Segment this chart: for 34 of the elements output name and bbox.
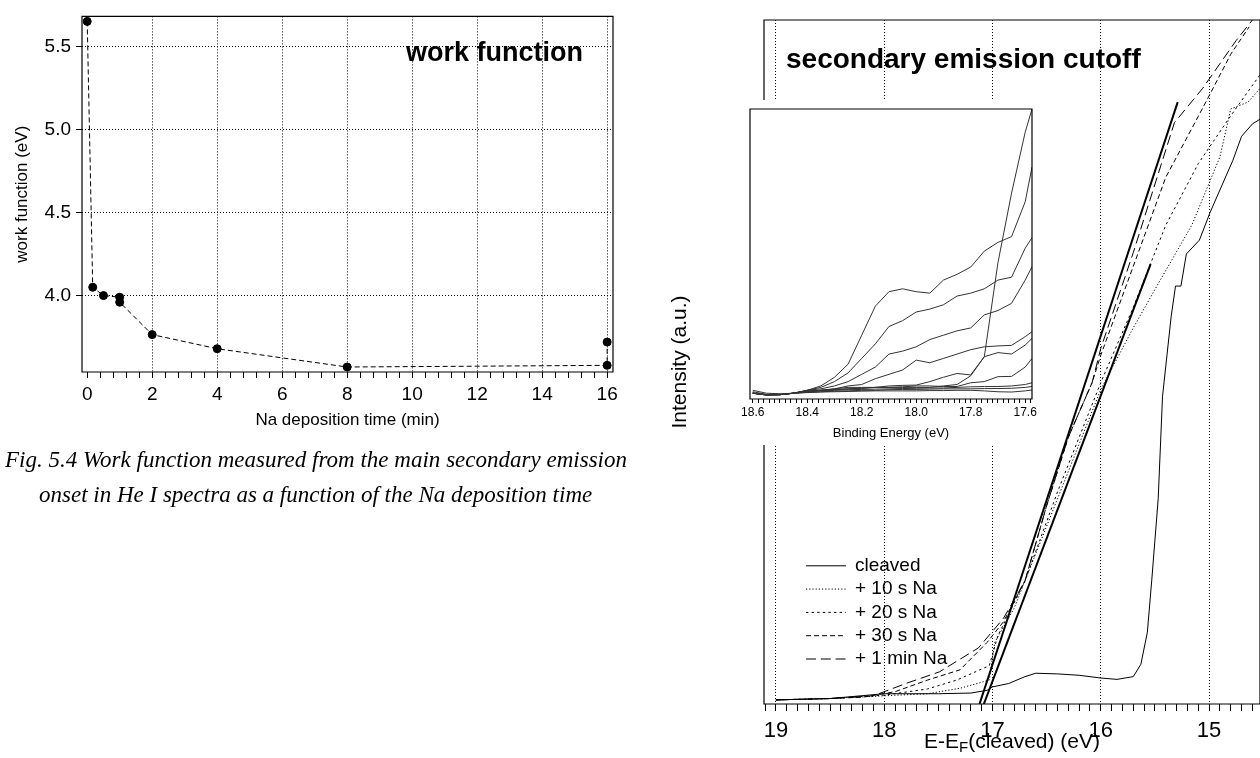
x-tick-label: 8	[341, 382, 353, 404]
y-tick-label: 4.0	[44, 283, 71, 305]
x-tick-label: 18.0	[904, 404, 929, 419]
legend-label: cleaved	[855, 554, 921, 576]
caption: Fig. 5.4 Work function measured from the main secondary emission onset in He I spectra as a function of the Na deposition time	[5, 446, 627, 509]
x-tick-label: 12	[466, 382, 488, 404]
x-tick-label: 16	[596, 382, 618, 404]
x-tick-label: 4	[211, 382, 223, 404]
text: work function	[405, 36, 583, 67]
x-tick-label: 18	[871, 717, 897, 743]
x-tick-label: 18.4	[795, 404, 820, 419]
x-tick-label: 2	[146, 382, 158, 404]
x-tick-label: 17.6	[1013, 404, 1038, 419]
text: secondary emission cutoff	[786, 42, 1142, 74]
x-tick-label: 10	[401, 382, 423, 404]
x-tick-label: 17.8	[959, 404, 983, 419]
x-tick-label: 18.6	[741, 404, 765, 419]
legend-label: + 20 s Na	[855, 600, 938, 622]
y-axis-title: Intensity (a.u.)	[666, 295, 690, 429]
x-tick-label: 15	[1196, 717, 1222, 743]
y-tick-label: 4.5	[44, 200, 71, 222]
x-tick-label: 18.2	[850, 404, 874, 419]
x-tick-label: 14	[531, 382, 554, 404]
legend-label: + 10 s Na	[855, 577, 938, 599]
legend-label: + 30 s Na	[855, 623, 938, 645]
y-tick-label: 5.0	[44, 117, 71, 139]
x-tick-label: 6	[276, 382, 288, 404]
x-tick-label: 0	[81, 382, 93, 404]
y-tick-label: 5.5	[44, 34, 71, 56]
x-tick-label: 19	[763, 717, 789, 743]
x-axis-title: Na deposition time (min)	[255, 409, 440, 429]
x-axis-title: Binding Energy (eV)	[832, 424, 950, 440]
y-axis-title: work function (eV)	[11, 125, 31, 264]
legend-label: + 1 min Na	[855, 647, 948, 669]
